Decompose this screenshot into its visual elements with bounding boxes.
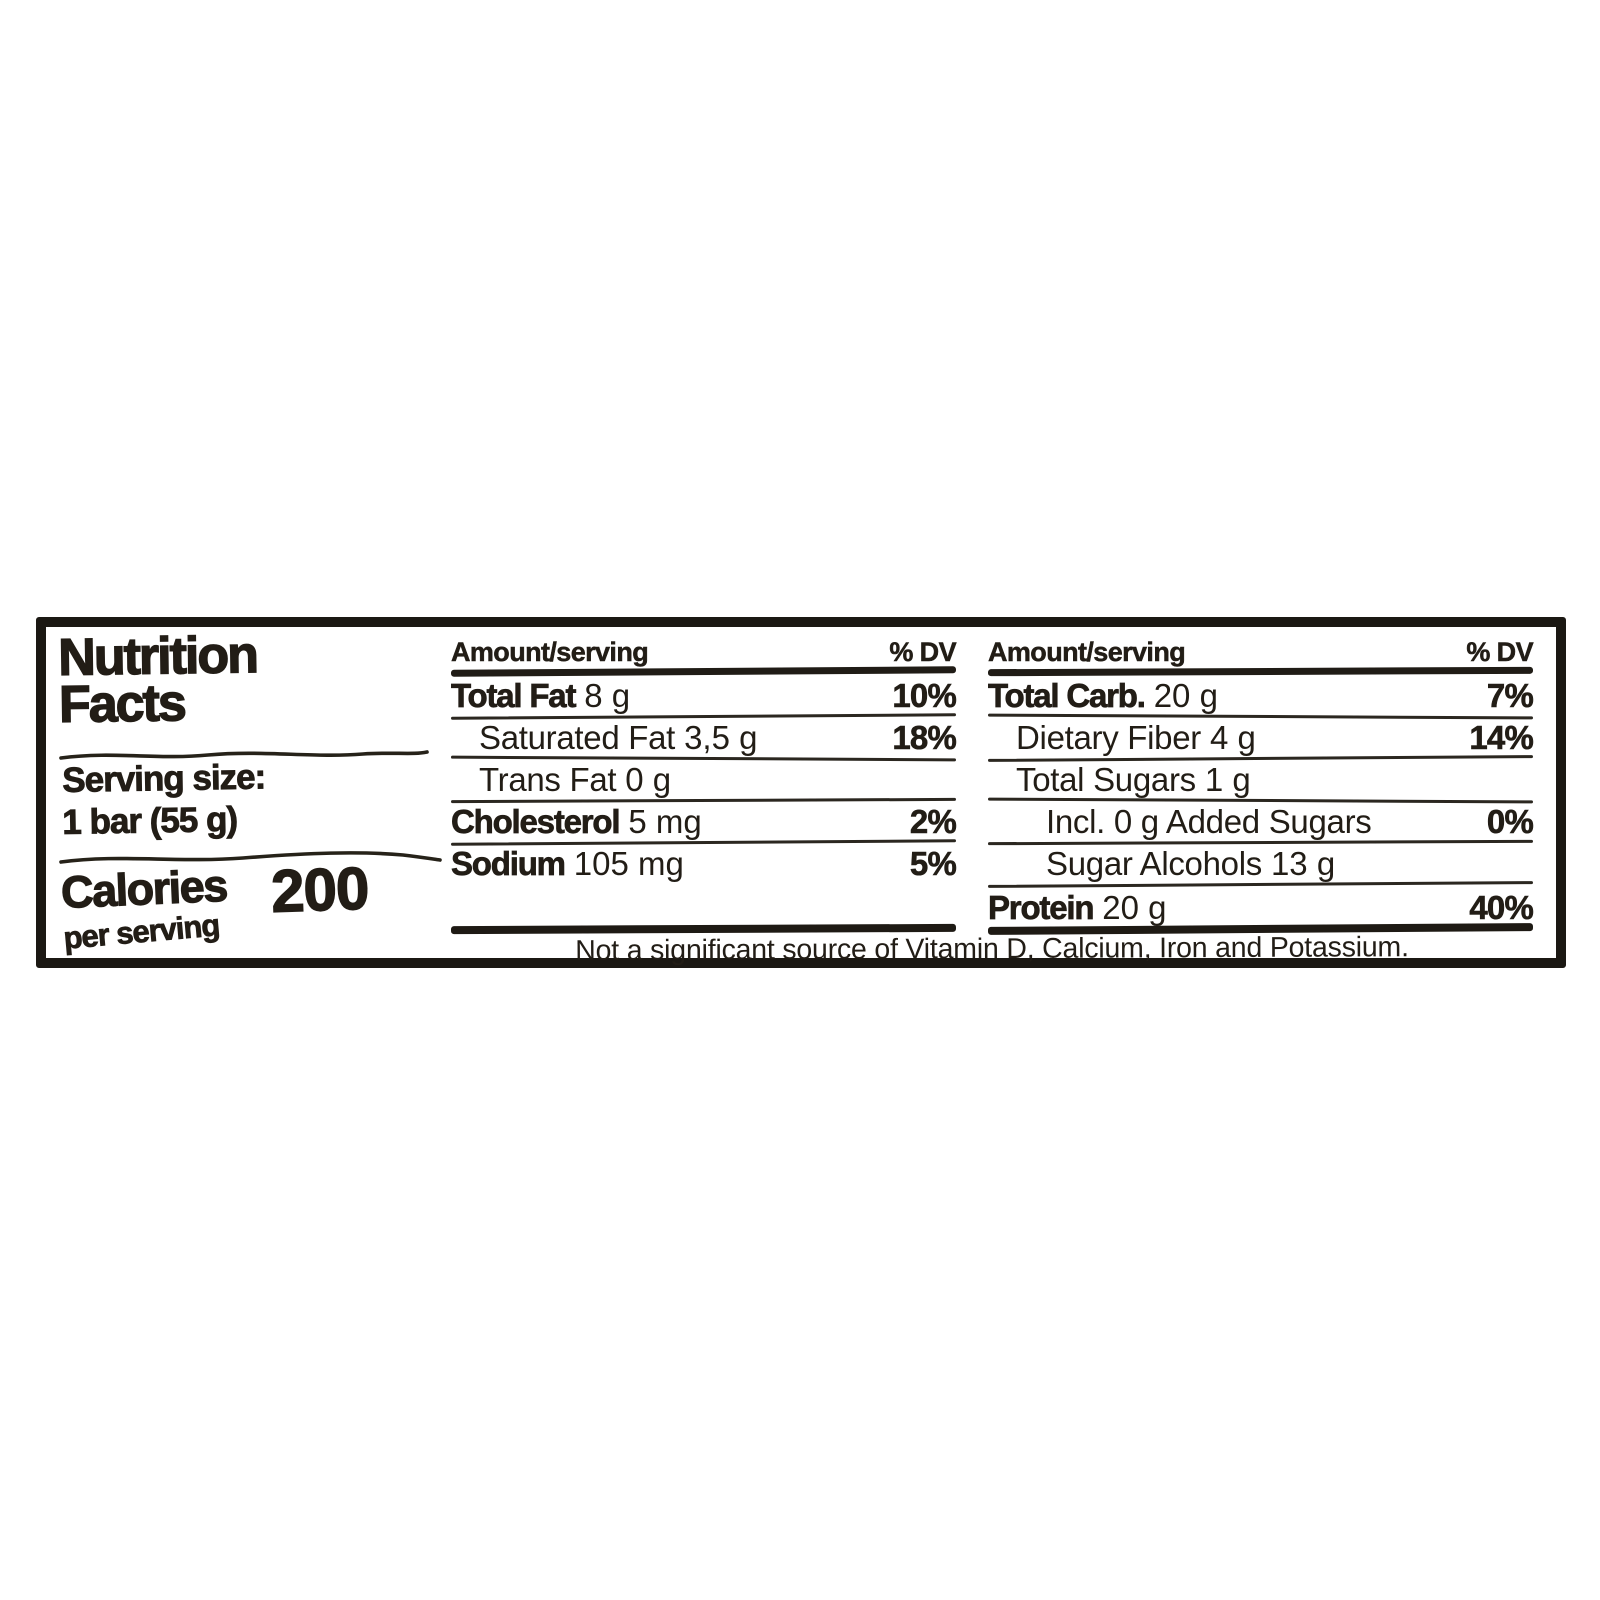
label-left-section: Nutrition Facts Serving size: 1 bar (55 … — [57, 626, 458, 957]
dv-header: % DV — [889, 637, 957, 668]
nutrient-name: Total Carb. — [988, 677, 1147, 715]
footnote: Not a significant source of Vitamin D, C… — [575, 931, 1409, 967]
column-header: Amount/serving % DV — [451, 637, 957, 668]
daily-value-percent: 14% — [1469, 719, 1534, 757]
calories-value: 200 — [269, 854, 370, 926]
nutrient-name: Cholesterol — [451, 803, 621, 841]
daily-value-percent: 18% — [892, 719, 957, 757]
daily-value-percent: 0% — [1486, 803, 1535, 841]
daily-value-percent: 7% — [1486, 677, 1535, 715]
nutrient-value: 5 mg — [628, 803, 702, 840]
divider-line — [59, 851, 442, 864]
nutrient-value: 20 g — [1153, 677, 1218, 714]
nutrient-name: Protein — [988, 889, 1095, 927]
label-title: Nutrition Facts — [57, 626, 459, 735]
nutrient-name: Total Fat — [451, 677, 577, 715]
row-trans-fat: Trans Fat 0 g — [451, 761, 956, 799]
nutrient-value: 20 g — [1102, 889, 1167, 926]
row-saturated-fat: Saturated Fat 3,5 g 18% — [451, 719, 957, 757]
nutrient-value: 3,5 g — [684, 719, 758, 756]
serving-size-value: 1 bar (55 g) — [62, 799, 238, 843]
nutrient-value: 1 g — [1204, 761, 1251, 798]
label-title-line2: Facts — [58, 674, 186, 735]
dv-header: % DV — [1466, 637, 1534, 668]
amount-serving-header: Amount/serving — [451, 637, 649, 668]
nutrient-value: 8 g — [584, 677, 631, 714]
nutrient-name: Dietary Fiber — [1016, 719, 1201, 756]
daily-value-percent: 40% — [1469, 889, 1534, 927]
column-header: Amount/serving % DV — [988, 637, 1534, 668]
daily-value-percent: 10% — [892, 677, 957, 715]
nutrient-value: 0 g — [625, 761, 672, 798]
nutrient-value: 105 mg — [573, 845, 684, 882]
row-added-sugars: Incl. 0 g Added Sugars 0% — [988, 803, 1535, 841]
row-cholesterol: Cholesterol 5 mg 2% — [451, 803, 958, 841]
nutrient-name: Sugar Alcohols — [1046, 845, 1262, 882]
nutrition-facts-label: Nutrition Facts Serving size: 1 bar (55 … — [36, 617, 1566, 968]
nutrient-column-left: Amount/serving % DV Total Fat 8 g 10% Sa… — [451, 627, 958, 958]
nutrient-name: Sodium — [451, 845, 567, 883]
row-total-fat: Total Fat 8 g 10% — [451, 677, 957, 715]
nutrient-column-right: Amount/serving % DV Total Carb. 20 g 7% … — [987, 627, 1535, 958]
row-total-carb: Total Carb. 20 g 7% — [988, 677, 1535, 715]
row-dietary-fiber: Dietary Fiber 4 g 14% — [988, 719, 1534, 757]
row-total-sugars: Total Sugars 1 g — [988, 761, 1533, 799]
nutrient-name: Trans Fat — [479, 761, 617, 798]
label-title-line1: Nutrition — [57, 626, 258, 688]
header-rule — [987, 666, 1534, 677]
row-protein: Protein 20 g 40% — [988, 889, 1534, 927]
nutrient-name: Total Sugars — [1016, 761, 1196, 798]
nutrient-name: Incl. 0 g Added Sugars — [1046, 803, 1372, 840]
row-sugar-alcohols: Sugar Alcohols 13 g — [988, 845, 1533, 883]
nutrient-value: 4 g — [1209, 719, 1256, 756]
divider-line — [59, 750, 429, 760]
daily-value-percent: 5% — [909, 845, 958, 883]
serving-size-label: Serving size: — [62, 757, 266, 800]
nutrient-name: Saturated Fat — [479, 719, 676, 756]
amount-serving-header: Amount/serving — [988, 637, 1186, 668]
row-sodium: Sodium 105 mg 5% — [451, 845, 958, 883]
daily-value-percent: 2% — [909, 803, 958, 841]
nutrient-value: 13 g — [1270, 845, 1336, 882]
